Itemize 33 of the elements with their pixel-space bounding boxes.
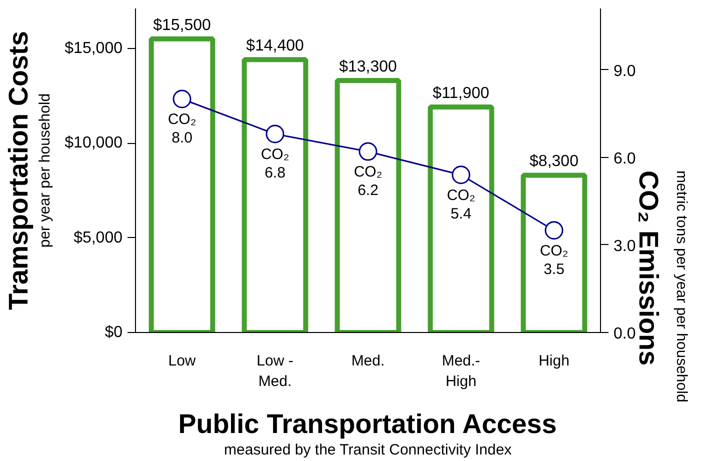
point — [266, 124, 284, 144]
y-axis-title: Tramsportation Costs — [4, 30, 34, 310]
y-tick-label: $10,000 — [64, 134, 123, 152]
data-label: CO₂ 8.0 — [168, 110, 196, 147]
y2-tick-label: 6.0 — [614, 150, 636, 168]
x-tick-label: Med.- High — [442, 352, 480, 390]
point — [358, 142, 378, 161]
point — [452, 166, 470, 184]
data-label: CO₂ 5.4 — [446, 186, 476, 223]
data-label: $13,300 — [339, 58, 398, 76]
y-tick-label: $5,000 — [74, 229, 123, 246]
y-tick-label: $0 — [104, 324, 123, 341]
y2-tick-label: 3.0 — [614, 238, 636, 255]
point — [544, 221, 564, 240]
data-label: $14,400 — [246, 38, 304, 55]
x-axis-title: Public Transportation Access — [178, 408, 557, 439]
x-tick-label: Low - Med. — [256, 352, 294, 390]
data-label: $15,500 — [153, 16, 212, 34]
x-tick-label: Low — [168, 352, 196, 370]
y2-tick-label: 9.0 — [614, 62, 636, 80]
text: metric tons per year per household — [673, 170, 690, 402]
data-label: CO₂ 6.8 — [260, 146, 290, 182]
text: per year per household — [36, 93, 54, 248]
point — [172, 90, 192, 108]
data-label: $8,300 — [530, 153, 579, 170]
x-tick-label: Med. — [351, 352, 385, 370]
x-tick-label: High — [538, 352, 570, 370]
text: measured by the Transit Connectivity Index — [224, 442, 512, 458]
y2-tick-label: 0.0 — [614, 326, 636, 342]
data-label: CO₂ 3.5 — [540, 242, 568, 278]
data-label: CO₂ 6.2 — [354, 164, 382, 200]
data-label: $11,900 — [432, 85, 490, 102]
y-tick-label: $15,000 — [64, 40, 123, 57]
